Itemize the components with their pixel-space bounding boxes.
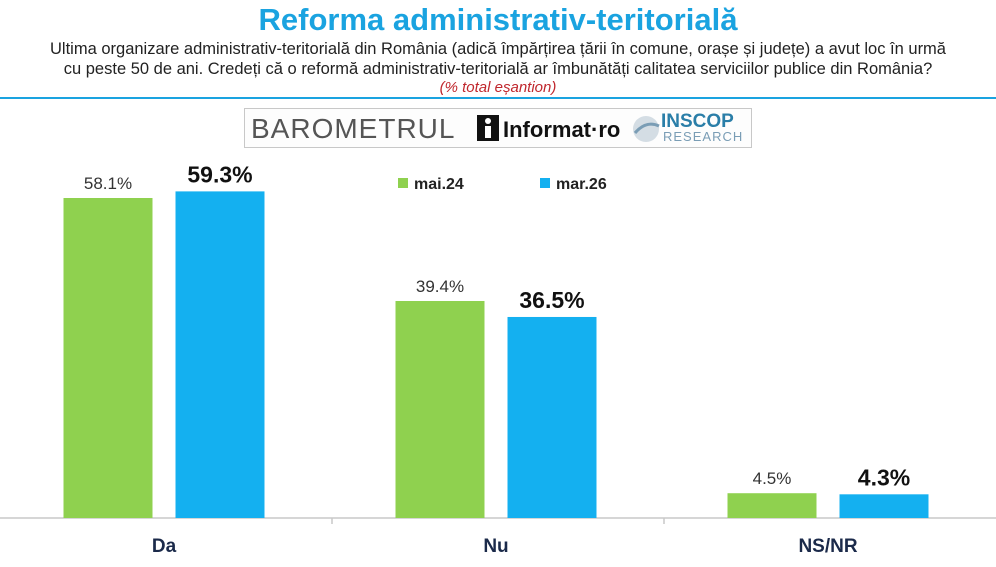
bar-ns-nr-mar-26 — [839, 494, 929, 518]
logo-banner: BAROMETRUL Informat·ro INSCOP RESEARCH — [244, 108, 752, 148]
category-label: Nu — [483, 536, 508, 557]
data-label: 4.3% — [858, 464, 910, 490]
informat-logo: Informat·ro — [503, 117, 621, 142]
inscop-logo-icon — [633, 116, 660, 142]
legend-swatch — [540, 178, 550, 188]
bar-nu-mai-24 — [395, 300, 485, 518]
question-line-2: cu peste 50 de ani. Credeți că o reformă… — [63, 60, 933, 78]
page-title: Reforma administrativ-teritorială — [258, 2, 738, 37]
category-label: NS/NR — [798, 536, 857, 557]
legend-swatch — [398, 178, 408, 188]
data-label: 58.1% — [84, 174, 132, 193]
header-divider — [0, 97, 996, 99]
category-label: Da — [152, 536, 177, 557]
question-line-1: Ultima organizare administrativ-teritori… — [50, 40, 946, 58]
bar-ns-nr-mai-24 — [727, 493, 817, 518]
barometrul-logo: BAROMETRUL — [251, 113, 456, 144]
inscop-logo: INSCOP — [661, 111, 734, 132]
data-label: 39.4% — [416, 277, 464, 296]
legend-label: mai.24 — [414, 176, 464, 193]
sample-note: (% total eșantion) — [439, 79, 557, 96]
bar-da-mai-24 — [63, 198, 153, 518]
data-label: 59.3% — [187, 161, 252, 187]
inscop-research-text: RESEARCH — [663, 129, 744, 144]
data-label: 4.5% — [753, 469, 792, 488]
informat-logo-icon — [477, 115, 499, 141]
legend-label: mar.26 — [556, 176, 607, 193]
bar-da-mar-26 — [175, 191, 265, 518]
bar-nu-mar-26 — [507, 316, 597, 518]
data-label: 36.5% — [519, 287, 584, 313]
question-text: Ultima organizare administrativ-teritori… — [20, 39, 976, 79]
